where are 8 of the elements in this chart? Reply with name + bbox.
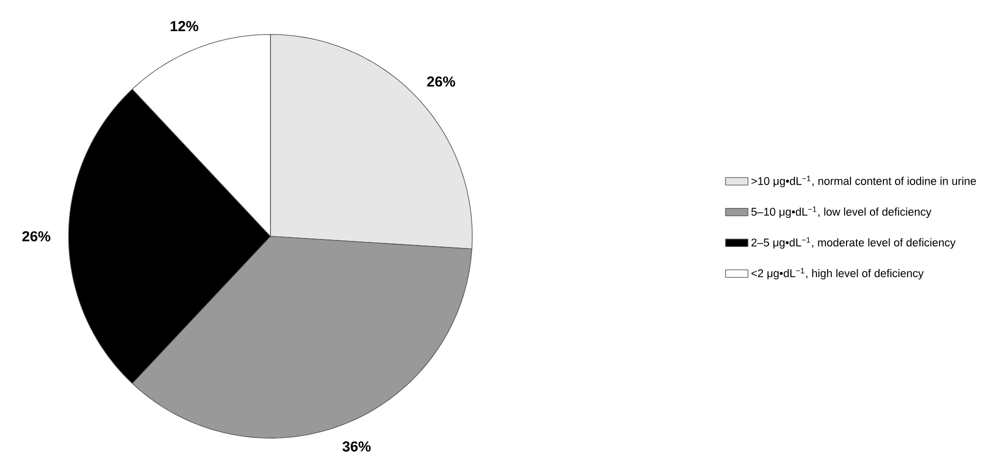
legend-label: 2–5 μg•dL$^{−1}$, moderate level of deficiency	[751, 237, 956, 249]
data-label: 12%	[170, 21, 198, 32]
legend-label: 5–10 μg•dL$^{−1}$, low level of deficiency	[751, 206, 932, 218]
data-label: 26%	[427, 76, 456, 87]
data-label: 26%	[22, 231, 50, 242]
data-label: 36%	[342, 441, 371, 452]
legend-label: >10 μg•dL$^{−1}$, normal content of iodine in urine	[751, 176, 976, 188]
legend-label: <2 μg•dL$^{−1}$, high level of deficiency	[751, 268, 924, 280]
